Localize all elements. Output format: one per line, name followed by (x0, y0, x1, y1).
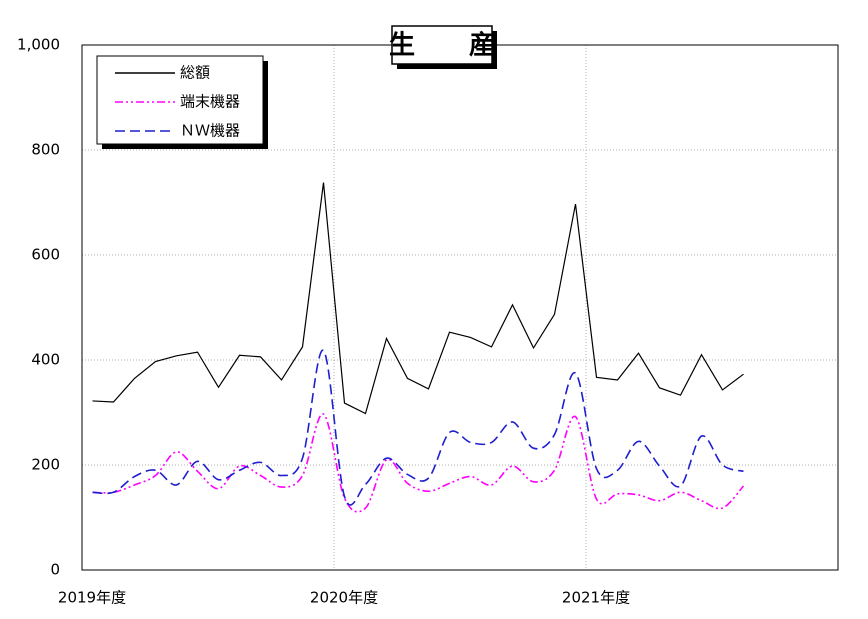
legend-label: ＮＷ機器 (180, 122, 240, 140)
chart-title: 生 産 (389, 30, 509, 61)
x-tick-label: 2019年度 (58, 589, 126, 607)
axes: 0 200 400 600 800 1,000 2019年度 2020年度 2021年度 (17, 36, 630, 607)
legend-label: 端末機器 (180, 93, 240, 111)
series-line (92, 413, 745, 513)
y-tick-label: 400 (31, 351, 60, 369)
series-line (92, 349, 744, 506)
x-tick-label: 2021年度 (562, 589, 630, 607)
y-tick-label: 1,000 (17, 36, 60, 54)
y-tick-label: 800 (31, 141, 60, 159)
lines (92, 182, 745, 513)
y-tick-label: 0 (50, 561, 60, 579)
title-box (391, 25, 493, 65)
y-tick-label: 600 (31, 246, 60, 264)
series-line (92, 182, 744, 415)
x-tick-label: 2020年度 (310, 589, 378, 607)
legend-box (96, 55, 264, 145)
legend-label: 総額 (180, 64, 210, 82)
y-tick-label: 200 (31, 456, 60, 474)
